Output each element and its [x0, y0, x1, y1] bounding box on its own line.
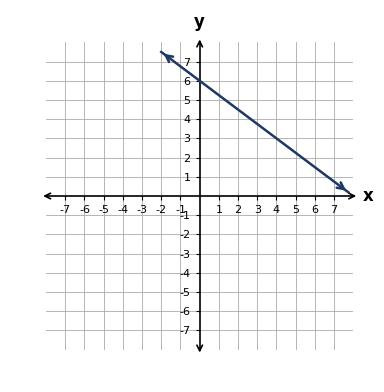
Text: x: x [363, 187, 374, 205]
Text: y: y [194, 13, 205, 31]
